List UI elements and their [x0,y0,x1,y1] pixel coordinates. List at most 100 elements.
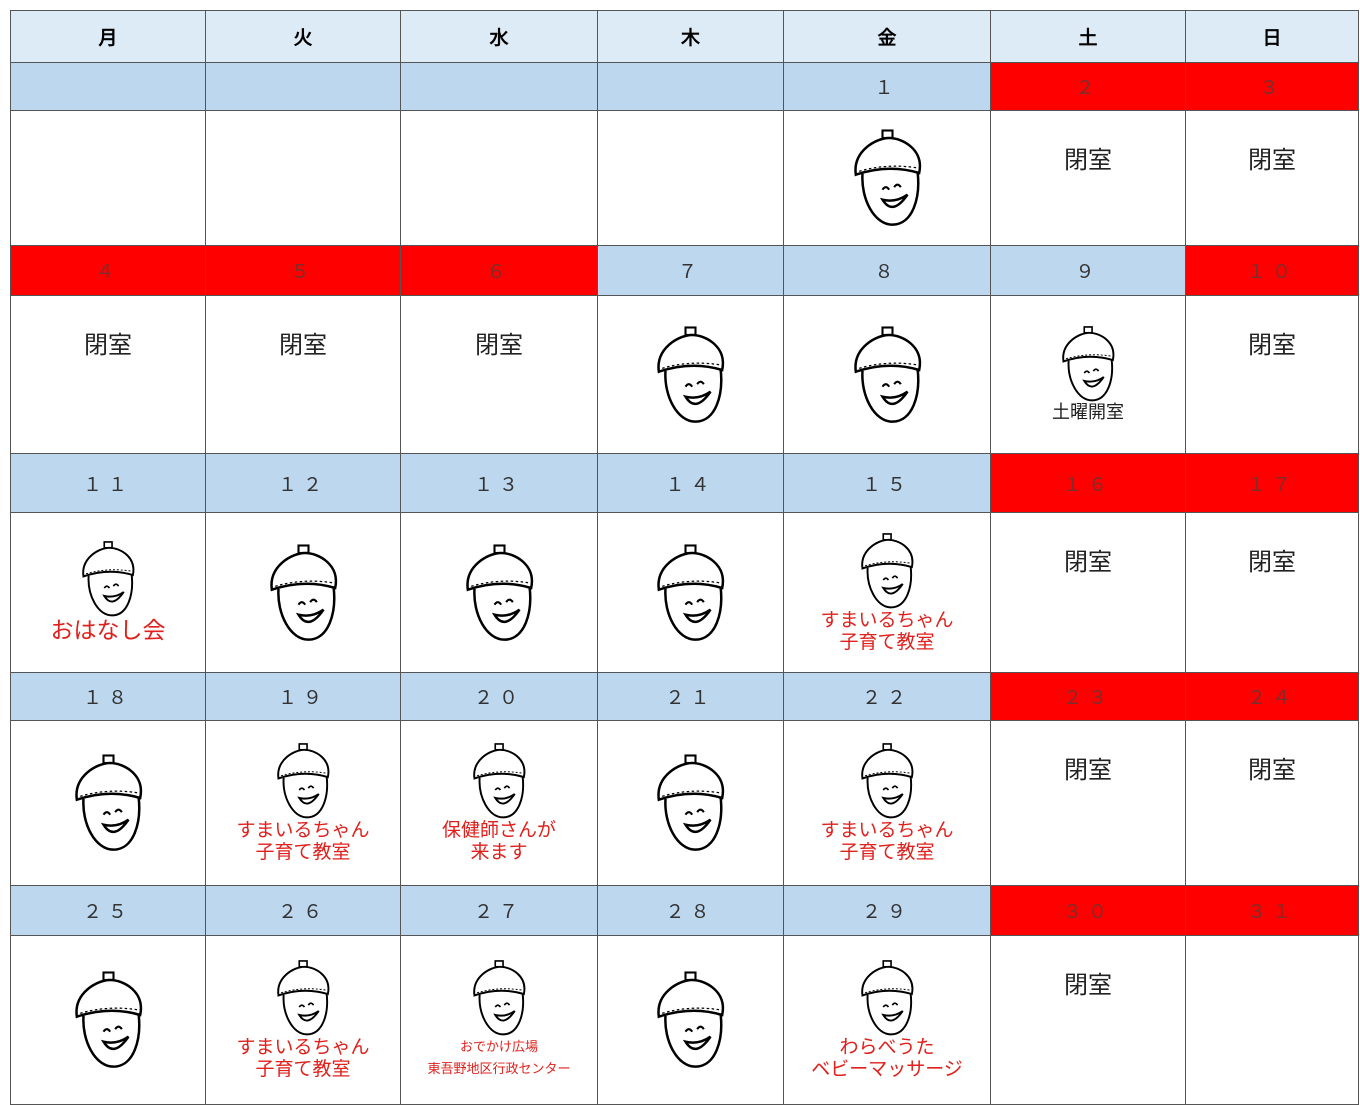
acorn-icon [845,128,930,228]
date-cell: １２ [205,453,401,513]
date-cell [205,62,401,111]
note: 閉室 [1248,548,1296,577]
acorn-icon [270,742,336,820]
note: 閉室 [1248,146,1296,175]
note-line: おはなし会 [50,618,166,645]
date-cell: ２９ [783,885,991,936]
day-content: 閉室 [1185,512,1359,673]
note-line: すまいるちゃん [820,819,954,842]
date-cell: ２６ [205,885,401,936]
date-cell: ２７ [400,885,598,936]
note: 閉室 [475,331,523,360]
note: 閉室 [1248,756,1296,785]
day-content: すまいるちゃん 子育て教室 [205,935,401,1105]
day-content: 土曜開室 [990,295,1186,454]
date-cell: ４ [10,245,206,296]
note: すまいるちゃん 子育て教室 [820,608,954,654]
acorn-icon [1055,325,1121,403]
note-line: 東吾野地区行政センター [427,1062,571,1077]
day-content [597,295,784,454]
note-line: 子育て教室 [255,841,351,863]
day-content: おはなし会 [10,512,206,673]
day-header: 金 [783,10,991,63]
date-cell: ３０ [990,885,1186,936]
note: わらべうた ベビーマッサージ [811,1036,963,1081]
note-line: 土曜開室 [1052,402,1124,424]
acorn-icon [270,959,336,1037]
day-content [10,935,206,1105]
acorn-icon [854,532,920,610]
acorn-icon [648,970,733,1070]
date-cell: ２５ [10,885,206,936]
acorn-icon [854,742,920,820]
date-cell: １８ [10,672,206,721]
date-cell: ２１ [597,672,784,721]
day-content [400,110,598,246]
date-cell: ６ [400,245,598,296]
date-cell [400,62,598,111]
date-cell: １０ [1185,245,1359,296]
date-cell: ３ [1185,62,1359,111]
date-cell: ５ [205,245,401,296]
day-content [10,110,206,246]
note-line: ベビーマッサージ [811,1058,963,1080]
day-content [597,110,784,246]
day-content: 閉室 [990,512,1186,673]
day-content [783,295,991,454]
note: すまいるちゃん 子育て教室 [820,819,954,864]
day-content [597,935,784,1105]
day-header: 月 [10,10,206,63]
date-cell: ７ [597,245,784,296]
acorn-icon [648,325,733,425]
note-line: 閉室 [1064,146,1112,174]
note-line: 来ます [470,841,528,863]
day-content: 閉室 [10,295,206,454]
note: 閉室 [1064,756,1112,785]
day-content [1185,935,1359,1105]
day-header: 木 [597,10,784,63]
acorn-icon [66,970,151,1070]
date-cell: １ [783,62,991,111]
note: 閉室 [1064,971,1112,1000]
date-cell: ２ [990,62,1186,111]
note-line: 閉室 [1064,971,1112,999]
day-content: すまいるちゃん 子育て教室 [783,512,991,673]
note-line: 閉室 [1248,331,1296,359]
day-content: 閉室 [1185,110,1359,246]
note-line: 閉室 [84,331,132,359]
day-content: おでかけ広場 東吾野地区行政センター [400,935,598,1105]
day-content: 閉室 [990,935,1186,1105]
date-cell: ８ [783,245,991,296]
day-content: 保健師さんが 来ます [400,720,598,886]
day-content [10,720,206,886]
date-cell: １９ [205,672,401,721]
note: すまいるちゃん 子育て教室 [236,1036,369,1081]
date-cell: １６ [990,453,1186,513]
note: おはなし会 [51,618,166,644]
date-cell: １４ [597,453,784,513]
note: 閉室 [84,331,132,360]
date-cell: ２２ [783,672,991,721]
day-content: 閉室 [990,110,1186,246]
acorn-icon [648,753,733,853]
date-cell: ２０ [400,672,598,721]
note: 閉室 [1064,548,1112,577]
date-cell [597,62,784,111]
day-content: 閉室 [400,295,598,454]
day-content: すまいるちゃん 子育て教室 [205,720,401,886]
note-line: 保健師さんが [441,819,556,842]
date-cell: ９ [990,245,1186,296]
day-content: すまいるちゃん 子育て教室 [783,720,991,886]
date-cell: ２４ [1185,672,1359,721]
note: 土曜開室 [1052,402,1124,424]
date-cell: １７ [1185,453,1359,513]
note-line: わらべうた [839,1036,935,1059]
note-line: 閉室 [1064,548,1112,576]
acorn-icon [75,540,141,618]
day-content [597,512,784,673]
acorn-icon [66,753,151,853]
acorn-icon [854,959,920,1037]
note-line: すまいるちゃん [820,608,954,631]
